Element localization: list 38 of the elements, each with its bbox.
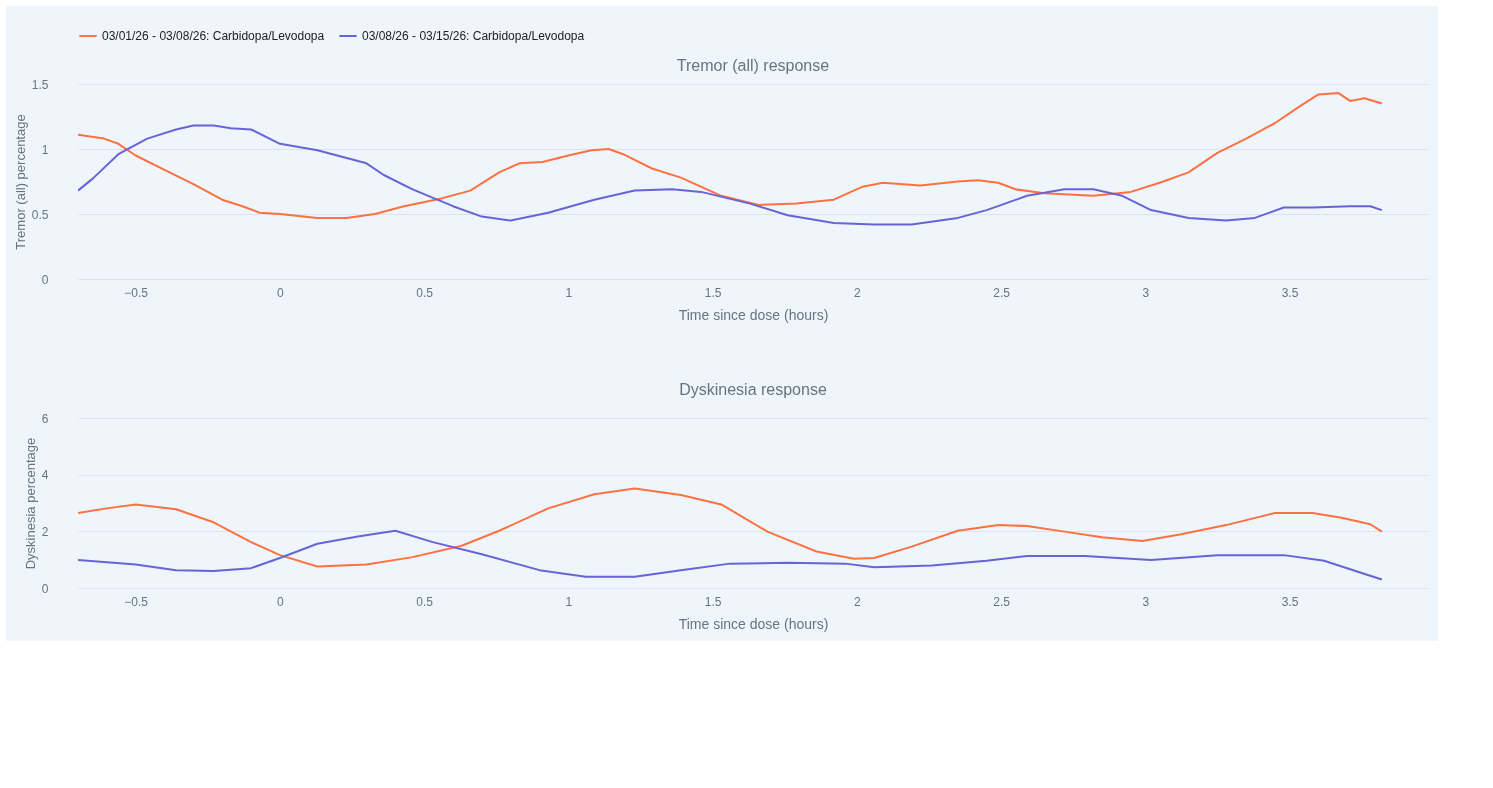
- y-tick-label: 4: [41, 468, 49, 483]
- y-tick-label: 1.5: [31, 77, 49, 92]
- line-series: [78, 487, 1383, 568]
- line-series: [78, 92, 1383, 219]
- x-tick-label: 1: [565, 594, 573, 609]
- x-tick-label: 2.5: [993, 285, 1011, 300]
- x-tick-label: 2.5: [993, 594, 1011, 609]
- y-tick-label: 0: [41, 581, 49, 596]
- line-series: [78, 124, 1383, 226]
- x-tick-label: 0.5: [416, 285, 434, 300]
- line-series: [78, 529, 1383, 581]
- x-tick-label: 2: [854, 285, 861, 300]
- x-tick-label: 0.5: [416, 594, 434, 609]
- x-tick-label: 1.5: [704, 594, 722, 609]
- x-tick-label: 2: [854, 594, 861, 609]
- x-tick-label: 3: [1142, 285, 1150, 300]
- x-tick-label: 1: [565, 285, 573, 300]
- x-axis-title: Time since dose (hours): [678, 306, 829, 323]
- y-tick-label: 0: [41, 272, 49, 287]
- x-tick-label: 0: [277, 594, 285, 609]
- chart-title: Tremor (all) response: [676, 57, 830, 74]
- x-tick-label: 3: [1142, 594, 1150, 609]
- x-tick-label: 1.5: [704, 285, 722, 300]
- y-tick-label: 1: [41, 142, 49, 157]
- x-axis-title: Time since dose (hours): [678, 615, 829, 632]
- chart-title: Dyskinesia response: [679, 381, 827, 398]
- y-tick-label: 0.5: [31, 207, 49, 222]
- legend-label: 03/08/26 - 03/15/26: Carbidopa/Levodopa: [362, 29, 585, 43]
- y-axis-title: Dyskinesia percentage: [22, 437, 38, 570]
- y-axis-title: Tremor (all) percentage: [12, 114, 28, 250]
- x-tick-label: 3.5: [1281, 594, 1299, 609]
- y-tick-label: 6: [41, 411, 49, 426]
- x-tick-label: −0.5: [124, 285, 149, 300]
- x-tick-label: 0: [277, 285, 285, 300]
- x-tick-label: −0.5: [124, 594, 149, 609]
- y-tick-label: 2: [41, 524, 49, 539]
- legend-label: 03/01/26 - 03/08/26: Carbidopa/Levodopa: [102, 29, 325, 43]
- x-tick-label: 3.5: [1281, 285, 1299, 300]
